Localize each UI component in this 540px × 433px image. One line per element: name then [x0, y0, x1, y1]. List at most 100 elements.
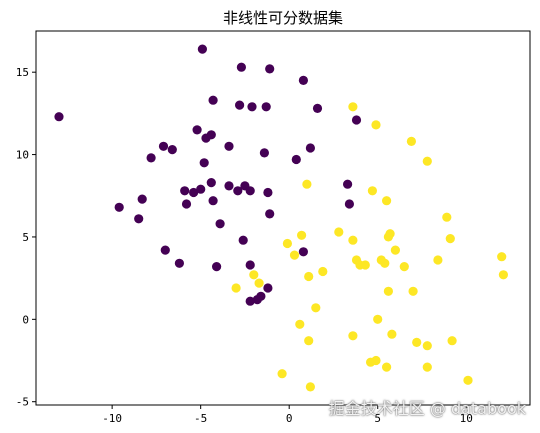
data-point-class0-21 — [199, 158, 209, 168]
data-point-class0-24 — [233, 186, 243, 196]
data-point-class0-43 — [174, 258, 184, 268]
data-point-class1-34 — [373, 314, 383, 324]
x-tick-label: 0 — [286, 412, 293, 425]
data-point-class1-35 — [295, 319, 305, 329]
data-point-class1-6 — [382, 196, 392, 206]
data-point-class0-11 — [192, 125, 202, 135]
data-point-class0-13 — [206, 130, 216, 140]
data-point-class0-48 — [252, 295, 262, 305]
data-point-class1-26 — [318, 266, 328, 277]
x-axis: -10 -5 0 5 10 — [102, 405, 473, 425]
data-point-class0-33 — [181, 199, 192, 209]
data-point-class0-37 — [134, 214, 144, 224]
data-point-class1-25 — [498, 270, 508, 280]
data-point-class0-10 — [351, 115, 362, 125]
data-point-class0-35 — [344, 199, 354, 209]
data-point-class1-30 — [231, 283, 241, 293]
x-tick-label: 5 — [374, 412, 381, 425]
data-point-class1-22 — [399, 262, 409, 272]
data-point-class0-23 — [224, 181, 234, 191]
data-point-class1-31 — [383, 286, 393, 296]
data-point-class0-42 — [298, 247, 308, 257]
data-point-class0-6 — [235, 100, 245, 110]
data-point-class1-3 — [422, 156, 432, 166]
data-point-class1-15 — [390, 245, 400, 255]
data-point-class1-0 — [348, 102, 358, 112]
data-point-class0-19 — [291, 154, 301, 165]
data-point-class0-15 — [167, 145, 177, 155]
data-point-class1-37 — [387, 329, 397, 339]
data-point-class0-14 — [158, 141, 169, 151]
data-point-class1-16 — [289, 250, 300, 260]
data-point-class1-43 — [371, 355, 381, 366]
data-point-class1-41 — [447, 336, 457, 346]
data-point-class1-11 — [383, 232, 393, 242]
data-point-class0-18 — [305, 143, 315, 153]
data-point-class0-45 — [245, 260, 255, 270]
data-point-class0-30 — [196, 184, 206, 194]
data-point-class1-28 — [249, 270, 259, 280]
y-tick-label: 5 — [22, 231, 29, 244]
data-point-class0-39 — [215, 219, 225, 229]
data-point-class1-21 — [380, 258, 390, 268]
y-axis: -5 0 5 10 15 — [16, 66, 36, 409]
data-point-class1-27 — [304, 271, 314, 282]
data-point-class1-12 — [445, 234, 455, 244]
data-point-class1-39 — [412, 337, 422, 347]
data-point-class0-17 — [259, 148, 269, 158]
data-point-class0-20 — [146, 153, 156, 163]
data-point-class1-7 — [442, 212, 452, 222]
data-point-class0-44 — [212, 262, 222, 272]
data-point-class1-33 — [311, 303, 321, 313]
data-point-class0-5 — [208, 95, 218, 105]
data-point-class1-32 — [408, 286, 418, 296]
data-point-class0-9 — [312, 103, 323, 113]
data-point-class0-2 — [236, 62, 246, 72]
data-point-class1-36 — [348, 331, 358, 341]
data-point-class1-4 — [302, 179, 312, 189]
data-point-class1-24 — [497, 252, 507, 262]
data-point-class0-49 — [245, 296, 255, 306]
data-point-class0-46 — [263, 283, 273, 293]
data-point-class0-3 — [265, 64, 275, 74]
data-point-class1-44 — [382, 362, 392, 372]
data-point-class0-34 — [343, 179, 353, 189]
data-point-class0-36 — [114, 202, 124, 212]
data-point-class1-2 — [406, 136, 416, 146]
y-tick-label: -5 — [16, 396, 29, 409]
data-point-class1-13 — [348, 235, 358, 245]
data-point-class0-1 — [197, 44, 207, 54]
data-point-class0-7 — [247, 102, 257, 112]
plot-area-frame — [35, 30, 531, 406]
y-tick-label: 15 — [16, 66, 29, 79]
data-point-class0-8 — [261, 102, 271, 112]
data-point-class1-46 — [463, 375, 473, 385]
data-point-class0-28 — [180, 186, 190, 196]
chart-title: 非线性可分数据集 — [223, 9, 343, 27]
data-point-class1-1 — [371, 120, 381, 130]
data-point-class0-26 — [245, 186, 255, 196]
data-point-class0-40 — [238, 235, 248, 245]
points-layer — [54, 44, 508, 392]
data-point-class1-45 — [422, 362, 432, 372]
data-point-class0-31 — [137, 194, 147, 204]
data-point-class0-29 — [189, 187, 199, 198]
data-point-class1-9 — [297, 230, 307, 240]
data-point-class1-48 — [305, 382, 315, 392]
data-point-class0-38 — [265, 209, 275, 219]
data-point-class0-4 — [298, 75, 308, 85]
watermark: 掘金技术社区 @ databook — [328, 399, 526, 418]
data-point-class1-19 — [360, 260, 370, 270]
data-point-class0-27 — [263, 187, 273, 198]
data-point-class1-40 — [422, 341, 432, 351]
data-point-class1-14 — [282, 238, 292, 249]
data-point-class1-5 — [367, 186, 377, 196]
data-point-class0-41 — [160, 245, 170, 255]
data-point-class0-16 — [224, 141, 234, 151]
y-tick-label: 0 — [22, 313, 29, 326]
data-point-class1-8 — [334, 227, 344, 237]
data-point-class1-29 — [254, 278, 264, 288]
x-tick-label: -5 — [194, 412, 207, 425]
y-tick-label: 10 — [16, 149, 29, 162]
